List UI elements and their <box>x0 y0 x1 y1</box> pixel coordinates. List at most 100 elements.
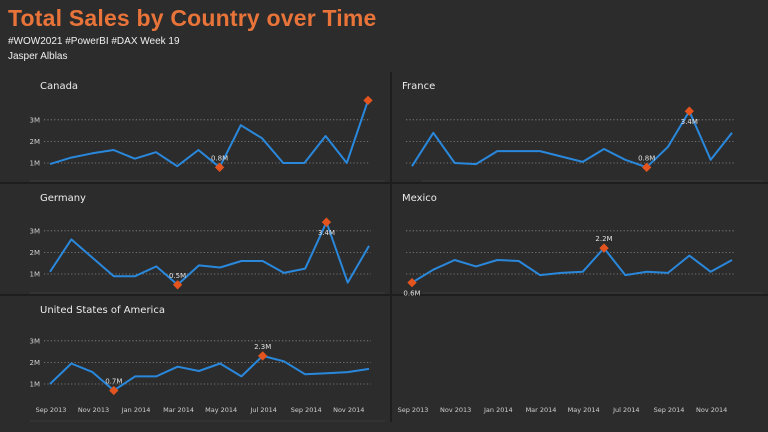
data-label: 0.6M <box>403 290 420 298</box>
data-point <box>688 254 691 257</box>
x-tick-label: Sep 2013 <box>36 406 67 414</box>
data-point <box>282 271 285 274</box>
extreme-marker <box>599 243 609 253</box>
y-tick-label: 2M <box>30 359 41 367</box>
extreme-marker <box>321 217 332 227</box>
x-tick-label: Sep 2014 <box>291 406 322 414</box>
x-tick-label: Nov 2014 <box>333 406 364 414</box>
data-label: 3.4M <box>681 118 698 126</box>
data-label: 0.7M <box>105 377 122 385</box>
data-point <box>282 162 285 165</box>
data-point <box>134 275 137 278</box>
data-point <box>49 270 52 273</box>
data-point <box>345 162 348 165</box>
y-tick-label: 1M <box>30 381 41 389</box>
data-point <box>134 375 137 378</box>
data-point <box>176 165 179 168</box>
x-tick-label: Mar 2014 <box>526 406 557 414</box>
extreme-marker <box>407 277 417 288</box>
series-line-canada <box>49 100 369 169</box>
data-point <box>261 260 264 263</box>
data-point <box>176 365 179 368</box>
data-point <box>112 149 115 152</box>
panel-title-mexico: Mexico <box>402 193 437 204</box>
data-point <box>219 266 222 269</box>
series-line-mexico <box>411 247 733 284</box>
data-label: 3.4M <box>318 229 335 237</box>
data-point <box>324 135 327 138</box>
panel-title-france: France <box>402 81 435 92</box>
data-point <box>560 155 563 158</box>
data-point <box>70 238 73 241</box>
data-point <box>303 162 306 165</box>
data-point <box>70 156 73 159</box>
extreme-marker <box>363 95 373 106</box>
data-point <box>368 244 371 247</box>
series-line-germany <box>49 221 370 286</box>
y-tick-label: 3M <box>30 116 41 124</box>
data-point <box>667 271 670 274</box>
x-tick-label: May 2014 <box>205 406 237 414</box>
y-tick-label: 1M <box>30 160 41 168</box>
data-point <box>432 131 435 134</box>
data-label: 0.5M <box>169 272 186 280</box>
data-point <box>91 152 94 155</box>
data-point <box>239 124 242 127</box>
data-point <box>346 281 349 284</box>
data-point <box>517 150 520 153</box>
data-point <box>346 371 349 374</box>
series-line-france <box>411 110 733 169</box>
data-point <box>432 268 435 271</box>
data-point <box>453 258 456 261</box>
data-point <box>475 265 478 268</box>
data-point <box>197 149 200 152</box>
data-point <box>304 373 307 376</box>
data-point <box>581 270 584 273</box>
series-line-united-states-of-america <box>49 354 370 392</box>
data-point <box>197 264 200 267</box>
data-point <box>731 131 734 134</box>
data-point <box>133 157 136 160</box>
data-point <box>91 256 94 259</box>
data-point <box>709 158 712 161</box>
data-point <box>645 270 648 273</box>
y-tick-label: 1M <box>30 271 41 279</box>
data-point <box>240 375 243 378</box>
data-point <box>219 362 222 365</box>
x-tick-label: Mar 2014 <box>163 406 194 414</box>
data-point <box>155 375 158 378</box>
data-point <box>517 260 520 263</box>
data-label: 0.8M <box>638 154 655 162</box>
data-point <box>539 150 542 153</box>
data-point <box>475 163 478 166</box>
x-tick-label: Nov 2013 <box>440 406 471 414</box>
data-point <box>496 150 499 153</box>
extreme-marker <box>214 162 225 172</box>
x-tick-label: May 2014 <box>568 406 600 414</box>
data-point <box>261 137 264 140</box>
data-point <box>496 258 499 261</box>
data-point <box>325 372 328 375</box>
data-point <box>112 275 115 278</box>
extreme-marker <box>172 280 183 290</box>
data-point <box>453 162 456 165</box>
data-point <box>581 160 584 163</box>
data-point <box>368 367 371 370</box>
x-tick-label: Sep 2013 <box>398 406 429 414</box>
data-point <box>197 370 200 373</box>
extreme-marker <box>684 106 695 116</box>
x-tick-label: Jul 2014 <box>249 406 276 414</box>
panel-title-canada: Canada <box>40 81 78 92</box>
page-subtitle: #WOW2021 #PowerBI #DAX Week 19 <box>8 36 180 47</box>
data-label: 2.2M <box>595 235 612 243</box>
data-point <box>49 383 52 386</box>
data-point <box>624 158 627 161</box>
y-tick-label: 3M <box>30 337 41 345</box>
data-point <box>240 260 243 263</box>
panel-title-united-states-of-america: United States of America <box>40 305 165 316</box>
data-point <box>539 274 542 277</box>
panel-title-germany: Germany <box>40 193 86 204</box>
x-tick-label: Sep 2014 <box>654 406 685 414</box>
data-label: 0.8M <box>211 154 228 162</box>
